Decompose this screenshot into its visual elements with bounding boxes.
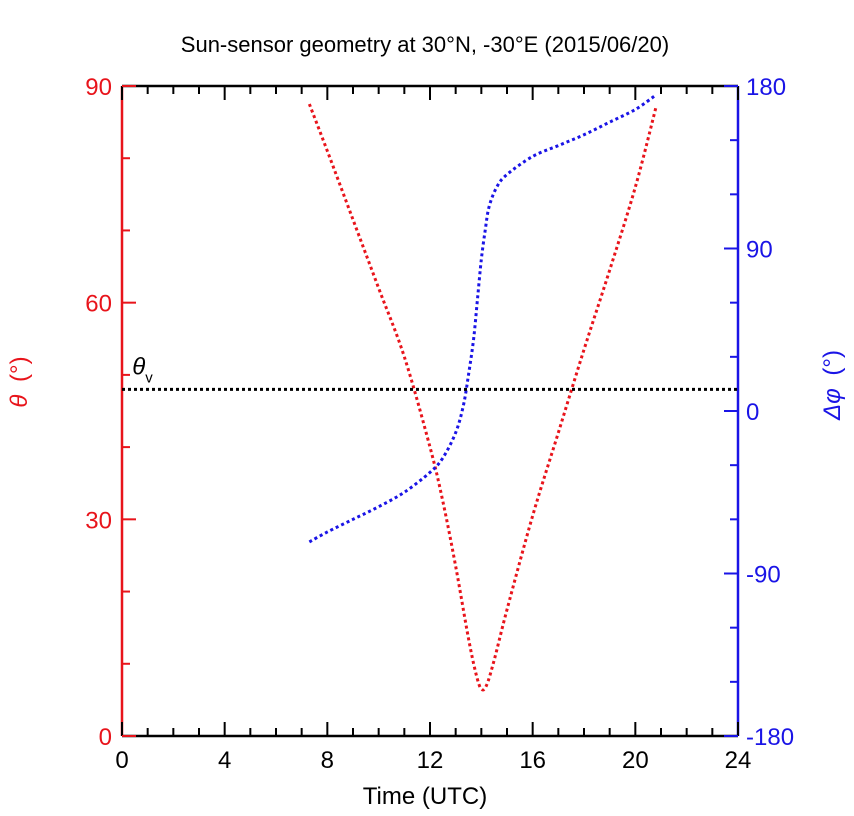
x-axis-label: Time (UTC) [363, 783, 487, 810]
x-tick-label: 16 [519, 747, 546, 774]
y-left-tick-label: 30 [85, 507, 112, 534]
x-tick-label: 24 [725, 747, 752, 774]
y-right-tick-label: -90 [746, 562, 781, 589]
theta-v-annotation: θv [132, 354, 153, 387]
y-right-axis-label: Δφ (°) [819, 350, 846, 421]
annotation-subscript: v [145, 370, 153, 387]
y-right-tick-label: -180 [746, 724, 794, 751]
y-right-tick-label: 90 [746, 237, 773, 264]
y-left-tick-label: 60 [85, 291, 112, 318]
x-tick-label: 0 [115, 747, 128, 774]
plot-frame [120, 84, 740, 738]
chart-title: Sun-sensor geometry at 30°N, -30°E (2015… [181, 32, 669, 57]
y-left-label-unit: (°) [6, 356, 33, 382]
annotation-symbol: θ [132, 354, 145, 381]
y-left-axis-label: θ (°) [6, 356, 33, 407]
x-tick-label: 20 [622, 747, 649, 774]
y-right-label-symbol: Δφ [819, 388, 846, 421]
series-layer [122, 93, 738, 692]
delta-phi-series-line [308, 93, 657, 544]
x-tick-label: 4 [218, 747, 231, 774]
y-right-tick-label: 180 [746, 74, 786, 101]
x-tick-label: 12 [417, 747, 444, 774]
y-left-tick-label: 90 [85, 74, 112, 101]
x-axis: 0 4 8 12 16 20 24 [115, 86, 751, 774]
theta-series-line [307, 103, 658, 692]
annotation-layer: θv [132, 354, 153, 387]
x-tick-label: 8 [321, 747, 334, 774]
y-axis-left: 0 30 60 90 [85, 74, 136, 751]
y-left-label-symbol: θ [6, 395, 33, 408]
y-axis-right: -180 -90 0 90 180 [724, 74, 794, 751]
y-right-label-unit: (°) [819, 350, 846, 376]
y-left-tick-label: 0 [99, 724, 112, 751]
y-right-tick-label: 0 [746, 399, 759, 426]
